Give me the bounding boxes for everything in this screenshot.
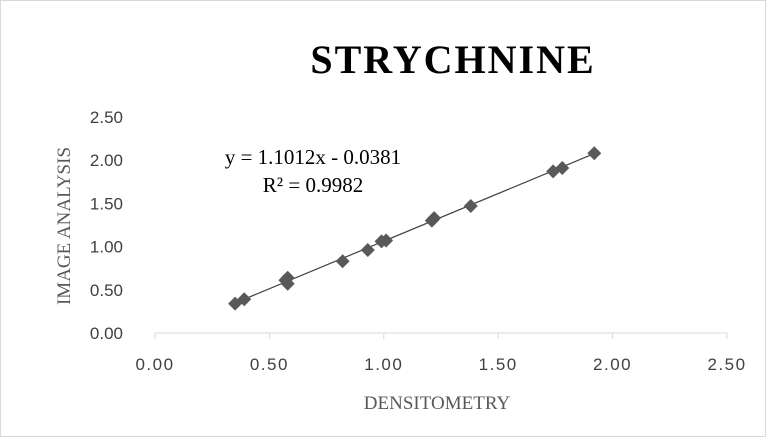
x-tick-label: 0.00 xyxy=(135,355,174,374)
x-tick-label: 1.00 xyxy=(364,355,403,374)
data-point xyxy=(379,233,394,248)
data-point xyxy=(335,254,350,269)
y-tick-label: 0.50 xyxy=(90,281,123,300)
x-tick-label: 1.50 xyxy=(479,355,518,374)
data-point xyxy=(555,160,570,175)
data-point xyxy=(463,198,478,213)
y-axis-label: IMAGE ANALYSIS xyxy=(54,147,75,305)
data-point xyxy=(237,292,252,307)
y-tick-label: 0.00 xyxy=(90,324,123,343)
trendline-equation: y = 1.1012x - 0.0381 xyxy=(225,145,401,169)
x-tick-label: 2.00 xyxy=(593,355,632,374)
trendline-r-squared: R² = 0.9982 xyxy=(263,173,363,197)
y-tick-label: 1.00 xyxy=(90,238,123,257)
data-point xyxy=(280,276,295,291)
x-tick-label: 2.50 xyxy=(707,355,746,374)
data-point xyxy=(360,243,375,258)
trendline xyxy=(234,153,595,304)
x-axis-label: DENSITOMETRY xyxy=(364,393,511,414)
y-tick-label: 2.00 xyxy=(90,151,123,170)
x-tick-label: 0.50 xyxy=(250,355,289,374)
data-point xyxy=(587,146,602,161)
y-tick-label: 2.50 xyxy=(90,108,123,127)
y-tick-label: 1.50 xyxy=(90,194,123,213)
data-point xyxy=(427,211,442,226)
chart-title: STRYCHNINE xyxy=(310,37,595,82)
